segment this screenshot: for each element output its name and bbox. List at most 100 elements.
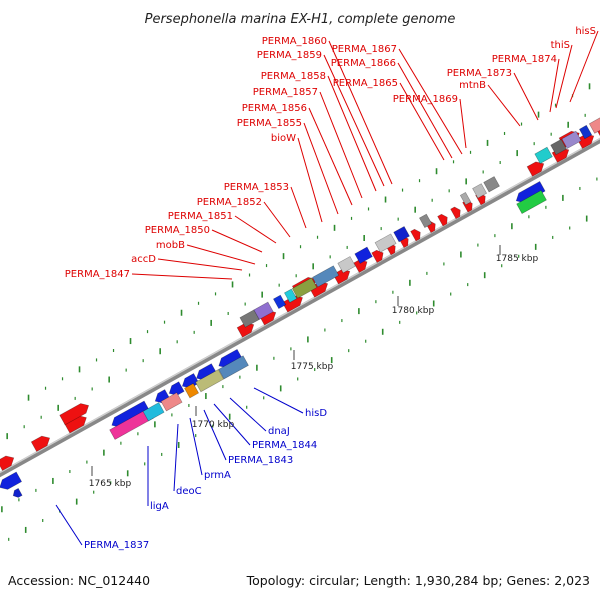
gene-reverse-0-shape [0, 471, 23, 490]
gene-label-PERMA_1853: PERMA_1853 [224, 182, 289, 193]
gene-forward-18 [526, 161, 545, 177]
gene-function-17 [579, 124, 593, 140]
gene-function-11 [459, 191, 472, 206]
gene-label-mtnB: mtnB [459, 80, 486, 91]
leader-dnaJ [229, 397, 267, 432]
leader-bioW [297, 137, 323, 223]
gene-label-PERMA_1855: PERMA_1855 [237, 118, 302, 129]
gene-forward-outer-0-shape [59, 403, 90, 426]
leader-PERMA_1858 [327, 75, 377, 192]
gene-label-PERMA_1874: PERMA_1874 [492, 54, 557, 65]
leader-PERMA_1853 [290, 186, 307, 229]
gene-function-2-shape [273, 294, 287, 310]
gene-label-mobB: mobB [156, 240, 185, 251]
gene-function-9 [393, 226, 410, 243]
gene-forward-0-shape [0, 455, 15, 471]
gene-label-dnaJ: dnaJ [268, 426, 290, 437]
gene-function-6-shape [337, 256, 356, 274]
gene-label-PERMA_1851: PERMA_1851 [168, 211, 233, 222]
gene-label-PERMA_1859: PERMA_1859 [257, 50, 322, 61]
gene-label-PERMA_1865: PERMA_1865 [333, 78, 398, 89]
gene-label-PERMA_1850: PERMA_1850 [145, 225, 210, 236]
genome-backbone [0, 137, 600, 478]
gene-function-10 [419, 213, 433, 229]
gene-label-PERMA_1844: PERMA_1844 [252, 440, 317, 451]
gene-function-14 [534, 146, 553, 164]
leader-PERMA_1860 [328, 40, 393, 185]
gene-function-18-shape [588, 112, 600, 134]
gene-function-9-shape [393, 226, 410, 243]
leader-PERMA_1866 [397, 62, 453, 159]
gene-label-PERMA_1869: PERMA_1869 [393, 94, 458, 105]
scale-label: 1775 kbp [291, 362, 334, 372]
leader-hisS [569, 30, 599, 103]
scale-labels: 1765 kbp 1770 kbp 1775 kbp 1780 kbp 1785 kbp [89, 245, 539, 489]
gene-reverse-function-3-shape [160, 392, 183, 412]
leader-prmA [189, 417, 203, 476]
leader-PERMA_1869 [459, 98, 467, 149]
gene-label-PERMA_1847: PERMA_1847 [65, 269, 130, 280]
gene-label-PERMA_1852: PERMA_1852 [197, 197, 262, 208]
gene-forward-9-shape [371, 249, 384, 263]
gene-label-bioW: bioW [271, 133, 296, 144]
gene-reverse-small-0 [12, 487, 23, 498]
leader-PERMA_1873 [513, 72, 539, 121]
gene-reverse-function-6-shape [218, 355, 249, 380]
leader-mtnB [487, 84, 521, 127]
leader-mobB [186, 244, 256, 265]
gene-reverse-3-shape [168, 381, 185, 396]
gene-label-PERMA_1873: PERMA_1873 [447, 68, 512, 79]
leader-hisD [253, 387, 304, 414]
gene-function-8 [374, 233, 397, 253]
gene-reverse-function-5-shape [195, 369, 225, 393]
gene-reverse-7 [515, 181, 546, 204]
gene-label-PERMA_1843: PERMA_1843 [228, 455, 293, 466]
gene-label-PERMA_1837: PERMA_1837 [84, 540, 149, 551]
gene-forward-15-shape [450, 206, 461, 220]
gene-forward-12 [410, 228, 421, 242]
gene-reverse-function-4-shape [184, 383, 200, 399]
gene-function-13 [483, 176, 500, 193]
gene-function-2 [273, 294, 287, 310]
gene-function-15-shape [550, 138, 567, 156]
leader-PERMA_1855 [303, 122, 339, 215]
leader-PERMA_1852 [263, 201, 291, 238]
leader-PERMA_1851 [234, 215, 277, 244]
gene-reverse-7-shape [515, 181, 546, 204]
gene-forward-1 [30, 435, 51, 452]
scale-label: 1765 kbp [89, 479, 132, 489]
gene-function-7 [354, 246, 373, 264]
label-leader-lines [55, 30, 599, 546]
gene-reverse-function-6 [218, 355, 249, 380]
leader-PERMA_1850 [211, 229, 263, 253]
gene-function-4 [291, 277, 318, 299]
scale-label: 1770 kbp [192, 420, 235, 430]
gene-function-18 [588, 112, 600, 134]
gene-forward-12-shape [410, 228, 421, 242]
gene-reverse-3 [168, 381, 185, 396]
gene-forward-9 [371, 249, 384, 263]
gene-label-prmA: prmA [204, 470, 231, 481]
ring-markers [1, 83, 598, 541]
gene-reverse-function-4 [184, 383, 200, 399]
gene-function-7-shape [354, 246, 373, 264]
leader-PERMA_1874 [549, 58, 560, 113]
gene-reverse-0 [0, 471, 23, 490]
axis-highlight [0, 137, 600, 474]
leader-thiS [555, 44, 573, 109]
gene-reverse-function-7 [516, 189, 547, 214]
gene-function-5 [312, 265, 340, 288]
gene-label-ligA: ligA [150, 501, 169, 512]
gene-function-12 [472, 183, 488, 199]
gene-label-deoC: deoC [176, 486, 202, 497]
leader-PERMA_1857 [319, 91, 363, 199]
gene-reverse-function-3 [160, 392, 183, 412]
genome-summary: Topology: circular; Length: 1,930,284 bp… [246, 573, 590, 588]
gene-forward-14-shape [437, 213, 448, 227]
gene-reverse-function-7-shape [516, 189, 547, 214]
leader-PERMA_1859 [323, 54, 385, 187]
gene-label-accD: accD [131, 254, 156, 265]
gene-function-5-shape [312, 265, 340, 288]
scale-label: 1785 kbp [496, 254, 539, 264]
